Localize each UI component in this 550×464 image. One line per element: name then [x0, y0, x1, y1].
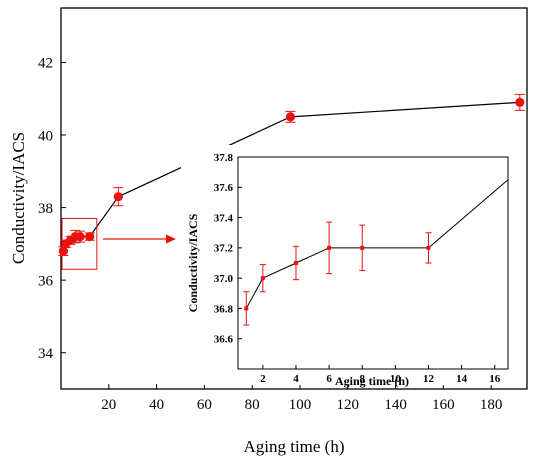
inset-x-tick-label: 10 [390, 373, 402, 385]
inset-x-tick-label: 8 [359, 373, 365, 385]
inset-y-tick-label: 37.8 [214, 152, 234, 164]
inset-y-axis: 36.6 36.8 37.0 37.2 37.4 37.6 37.8 [214, 152, 242, 346]
inset-chart: 2 4 6 8 10 12 14 16 36.6 36.8 37.0 37.2 37.4 37.6 37.… [181, 145, 509, 388]
main-x-tick-label: 180 [480, 397, 503, 413]
inset-y-tick-label: 37.4 [214, 212, 234, 224]
main-x-tick-label: 140 [384, 397, 407, 413]
main-y-axis-label: Conductivity/IACS [9, 132, 28, 264]
inset-y-tick-label: 37.0 [214, 273, 234, 285]
inset-series [243, 179, 509, 326]
inset-x-tick-label: 16 [489, 373, 501, 385]
main-y-tick-label: 36 [38, 273, 54, 289]
main-data-point [85, 232, 95, 242]
inset-x-tick-label: 4 [293, 373, 299, 385]
main-y-axis: 34 36 38 40 42 [38, 56, 66, 362]
main-data-point [515, 97, 525, 107]
main-x-tick-label: 160 [432, 397, 455, 413]
inset-data-point [360, 245, 365, 250]
inset-data-point [293, 261, 298, 265]
main-x-tick-label: 20 [101, 397, 116, 413]
zoom-arrow [103, 234, 176, 244]
main-x-axis: 20 40 60 80 100 120 140 160 180 [101, 384, 502, 413]
inset-x-tick-label: 2 [260, 373, 266, 385]
inset-data-point [327, 245, 332, 250]
inset-x-tick-label: 6 [326, 373, 332, 385]
main-data-point [113, 192, 123, 202]
inset-data-point [426, 245, 431, 250]
main-series [58, 93, 525, 256]
inset-x-tick-label: 12 [423, 373, 435, 385]
main-x-tick-label: 80 [245, 397, 260, 413]
main-y-tick-label: 40 [38, 128, 53, 144]
main-x-tick-label: 60 [197, 397, 212, 413]
main-x-tick-label: 120 [337, 397, 360, 413]
main-y-tick-label: 34 [38, 346, 54, 362]
main-data-point [75, 232, 85, 242]
inset-x-tick-label: 14 [456, 373, 468, 385]
inset-y-tick-label: 36.8 [214, 303, 234, 315]
main-x-tick-label: 40 [149, 397, 164, 413]
main-plot-frame [60, 7, 528, 390]
inset-y-tick-label: 36.6 [214, 334, 234, 346]
inset-data-point [244, 306, 249, 311]
main-y-tick-label: 38 [38, 201, 53, 217]
main-data-point [285, 112, 296, 122]
main-data-point [58, 246, 68, 256]
inset-plot-frame [237, 156, 509, 370]
main-x-tick-label: 100 [289, 397, 312, 413]
inset-data-point [260, 276, 265, 281]
inset-y-tick-label: 37.6 [214, 182, 234, 194]
inset-x-axis: 2 4 6 8 10 12 14 16 [260, 365, 501, 385]
inset-x-axis-label: Aging time (h) [335, 374, 409, 388]
main-x-axis-label: Aging time (h) [243, 437, 344, 456]
zoom-highlight-box [61, 217, 98, 270]
inset-y-axis-label: Conductivity/IACS [186, 213, 200, 312]
inset-background [181, 145, 506, 385]
main-y-tick-label: 42 [38, 56, 53, 72]
inset-y-tick-label: 37.2 [214, 243, 234, 255]
